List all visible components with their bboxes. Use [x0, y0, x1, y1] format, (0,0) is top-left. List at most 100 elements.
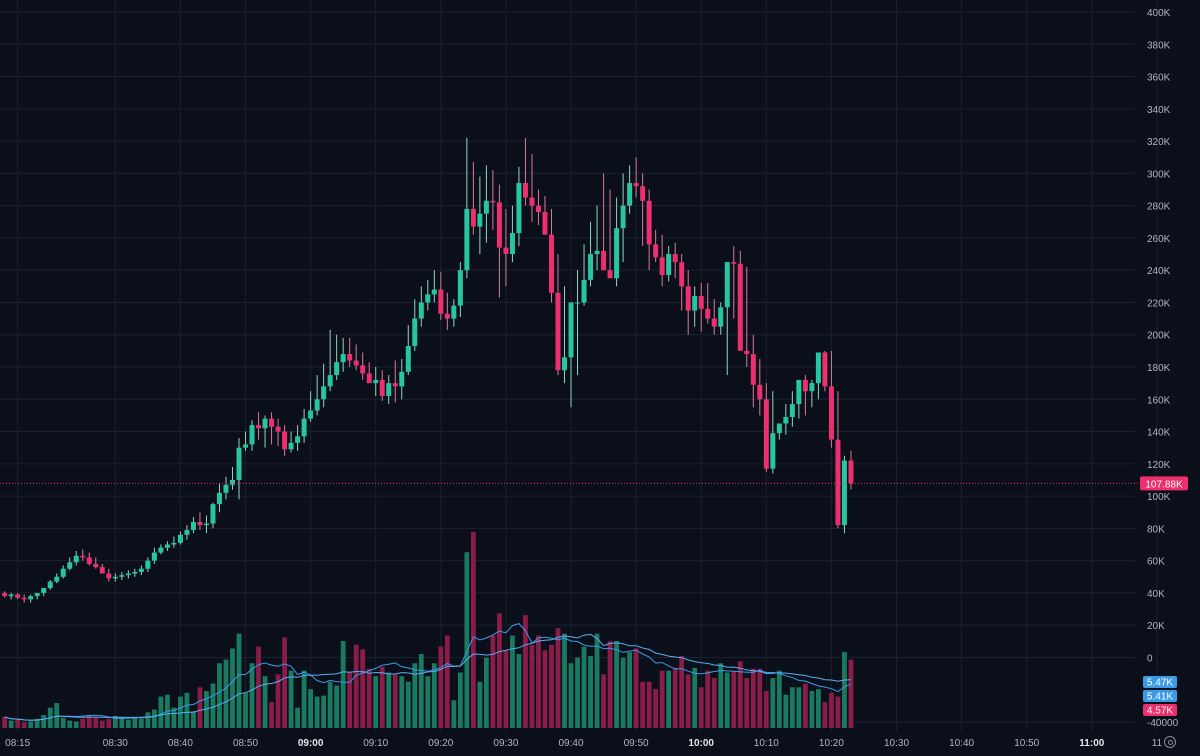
- candle-body: [28, 596, 34, 600]
- candle-body: [236, 447, 242, 480]
- volume-bar: [816, 689, 821, 728]
- candle-body: [197, 521, 203, 526]
- volume-bar: [842, 652, 847, 728]
- candle-body: [314, 399, 320, 411]
- y-tick-label: 260K: [1147, 234, 1171, 245]
- volume-bar: [112, 715, 118, 728]
- y-tick-label: 180K: [1147, 363, 1171, 374]
- volume-bar: [802, 683, 808, 728]
- volume-bar: [672, 667, 678, 728]
- candle-body: [444, 313, 450, 319]
- volume-bar: [379, 666, 385, 728]
- volume-bar: [659, 670, 665, 728]
- y-tick-label: 220K: [1147, 298, 1171, 309]
- volume-bar: [770, 678, 776, 728]
- volume-bar: [243, 692, 248, 728]
- candle-body: [809, 383, 815, 392]
- volume-bar: [666, 670, 672, 728]
- volume-bar: [835, 696, 841, 728]
- candle-body: [184, 529, 190, 535]
- candle-body: [418, 302, 424, 319]
- candle-body: [705, 308, 711, 319]
- volume-bar: [386, 672, 392, 728]
- volume-bar: [288, 670, 294, 728]
- x-tick-label: 09:00: [298, 738, 324, 749]
- volume-bar: [718, 663, 724, 728]
- volume-bar: [483, 657, 489, 728]
- volume-bar: [197, 687, 203, 728]
- candle-body: [112, 576, 118, 579]
- y-tick-label: 340K: [1147, 105, 1171, 116]
- candle-body: [490, 200, 496, 203]
- candle-body: [158, 547, 164, 553]
- candle-body: [464, 208, 470, 271]
- candle-body: [522, 183, 528, 198]
- candle-body: [841, 460, 847, 526]
- volume-bar: [60, 717, 66, 728]
- volume-bar: [8, 720, 14, 728]
- volume-bar: [562, 633, 567, 728]
- x-tick-label: 10:50: [1014, 738, 1039, 749]
- candle-body: [171, 542, 177, 545]
- y-tick-label: 400K: [1147, 8, 1171, 19]
- volume-bar: [392, 674, 398, 728]
- candle-body: [724, 262, 730, 308]
- candle-body: [614, 228, 620, 279]
- candle-body: [711, 318, 717, 327]
- candle-body: [679, 262, 685, 287]
- volume-bar: [698, 687, 704, 728]
- volume-bar: [783, 694, 789, 728]
- candle-body: [457, 270, 463, 306]
- time-axis[interactable]: 08:15 08:30 08:40 08:50 09:00 09:10 09:20 09:30…: [5, 738, 1162, 749]
- candle-body: [620, 205, 626, 229]
- candle-body: [15, 594, 21, 598]
- last-price-badge: [1140, 476, 1188, 491]
- volume-bar: [568, 663, 574, 728]
- candle-body: [203, 523, 209, 526]
- volume-bar: [145, 712, 151, 728]
- x-tick-label: 11: [1152, 738, 1163, 749]
- x-tick-label: 10:40: [949, 738, 974, 749]
- volume-bar: [425, 676, 431, 728]
- candle-body: [477, 213, 483, 227]
- volume-bar: [848, 659, 854, 728]
- volume-bar: [34, 718, 40, 728]
- x-tick-label: 10:30: [884, 738, 909, 749]
- volume-bar: [73, 721, 79, 728]
- candle-body: [835, 439, 841, 526]
- y-tick-label: 60K: [1147, 557, 1165, 568]
- candle-body: [106, 573, 112, 579]
- volume-bar: [269, 702, 274, 728]
- candle-body: [431, 289, 437, 295]
- volume-bar: [373, 676, 379, 728]
- grid: [0, 0, 1158, 732]
- volume-bar: [93, 716, 99, 728]
- x-tick-label: 09:30: [493, 738, 518, 749]
- candle-body: [54, 576, 60, 582]
- candle-body: [848, 460, 854, 484]
- candle-body: [399, 371, 405, 387]
- volume-bar: [191, 711, 196, 728]
- volume-bar: [223, 659, 229, 728]
- volume-badge-label: 4.57K: [1147, 706, 1173, 717]
- settings-button[interactable]: [1160, 732, 1180, 752]
- volume-bar: [796, 687, 802, 728]
- candle-body: [230, 479, 235, 485]
- volume-bar: [724, 672, 730, 728]
- volume-ma-slow: [4, 633, 851, 721]
- volume-bar: [536, 635, 541, 728]
- volume-bar: [451, 700, 457, 728]
- volume-bar: [646, 681, 652, 728]
- candle-body: [503, 247, 509, 255]
- y-tick-label: 360K: [1147, 73, 1171, 84]
- price-axis[interactable]: 400K 380K 360K 340K 320K 300K 280K 260K 240K 220K…: [1147, 8, 1179, 729]
- candle-body: [73, 555, 79, 563]
- volume-bar: [620, 657, 626, 728]
- volume-bar: [275, 674, 281, 728]
- volume-bar: [262, 676, 268, 728]
- candle-body: [151, 552, 157, 561]
- candle-body: [347, 354, 353, 361]
- volume-bar: [67, 720, 73, 728]
